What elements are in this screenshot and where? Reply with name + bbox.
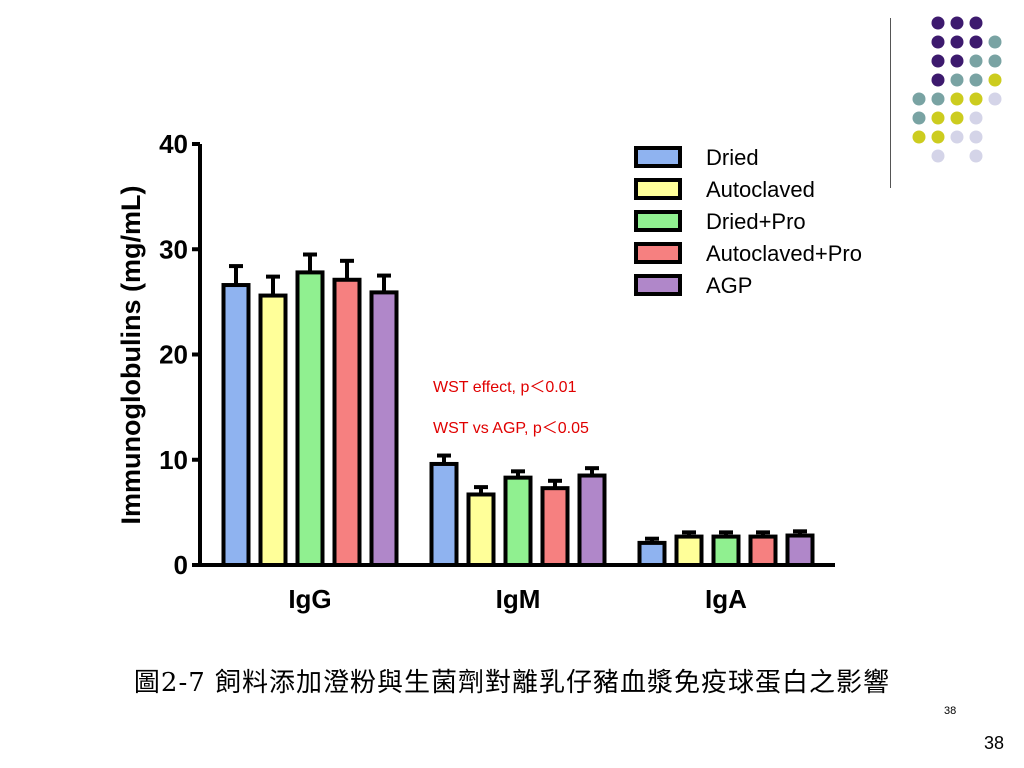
decor-dot [931, 35, 945, 49]
decor-dot [950, 54, 964, 68]
bar-IgG-4 [369, 290, 399, 567]
legend-label: AGP [706, 273, 752, 298]
decor-dot [988, 73, 1002, 87]
bar-IgA-2 [711, 534, 741, 568]
legend-swatch [634, 242, 682, 264]
decorative-dot-grid [912, 16, 1002, 163]
stat-annotation: WST vs AGP, p＜0.05 [433, 420, 589, 437]
legend-label: Autoclaved+Pro [706, 241, 862, 266]
y-tick-label: 30 [159, 234, 188, 264]
decor-dot [950, 130, 964, 144]
decor-dot [931, 54, 945, 68]
decor-dot [912, 130, 926, 144]
decor-dot [969, 130, 983, 144]
legend-swatch [634, 210, 682, 232]
decor-dot [912, 111, 926, 125]
decor-dot [950, 16, 964, 30]
decor-dot [931, 92, 945, 106]
bar-IgG-2 [295, 270, 325, 567]
decor-dot [950, 111, 964, 125]
x-tick-label: IgG [288, 584, 331, 614]
y-tick-label: 40 [159, 129, 188, 159]
bar-IgG-0 [221, 283, 251, 567]
legend-label: Dried+Pro [706, 209, 806, 234]
y-tick-label: 0 [174, 550, 188, 580]
decor-dot [988, 92, 1002, 106]
figure-caption: 圖2-7 飼料添加澄粉與生菌劑對離乳仔豬血漿免疫球蛋白之影響 [133, 668, 891, 698]
decor-dot [950, 73, 964, 87]
decor-dot [969, 16, 983, 30]
bar-IgA-0 [637, 540, 667, 568]
decor-dot [950, 92, 964, 106]
y-tick-label: 10 [159, 445, 188, 475]
decor-dot [969, 35, 983, 49]
bar-IgG-3 [332, 277, 362, 567]
decor-dot [969, 73, 983, 87]
bar-IgM-3 [540, 486, 570, 568]
legend-swatch [634, 274, 682, 296]
decor-dot [969, 92, 983, 106]
bar-IgA-4 [785, 533, 815, 568]
slide-number-small: 38 [944, 705, 957, 717]
bar-IgA-1 [674, 534, 704, 568]
decor-dot [931, 130, 945, 144]
decor-dot [969, 54, 983, 68]
decor-dot [912, 92, 926, 106]
slide-number: 38 [983, 733, 1004, 753]
decor-dot [969, 111, 983, 125]
decor-dot [988, 54, 1002, 68]
y-axis-label: Immunoglobulins (mg/mL) [116, 186, 146, 525]
bar-IgG-1 [258, 293, 288, 567]
x-tick-label: IgA [705, 584, 747, 614]
bar-IgA-3 [748, 534, 778, 568]
bar-IgM-1 [466, 492, 496, 568]
bar-IgM-2 [503, 475, 533, 567]
decor-dot [931, 111, 945, 125]
decor-dot [931, 149, 945, 163]
decor-dot [931, 73, 945, 87]
decor-dot [969, 149, 983, 163]
bar-IgM-4 [577, 473, 607, 568]
y-tick-label: 20 [159, 340, 188, 370]
legend-label: Autoclaved [706, 177, 815, 202]
legend-swatch [634, 146, 682, 168]
stat-annotation: WST effect, p＜0.01 [433, 379, 577, 396]
decorative-divider [890, 18, 891, 188]
decor-dot [931, 16, 945, 30]
decor-dot [988, 35, 1002, 49]
legend-label: Dried [706, 145, 759, 170]
legend-swatch [634, 178, 682, 200]
decor-dot [950, 35, 964, 49]
bar-IgM-0 [429, 461, 459, 567]
x-tick-label: IgM [496, 584, 541, 614]
